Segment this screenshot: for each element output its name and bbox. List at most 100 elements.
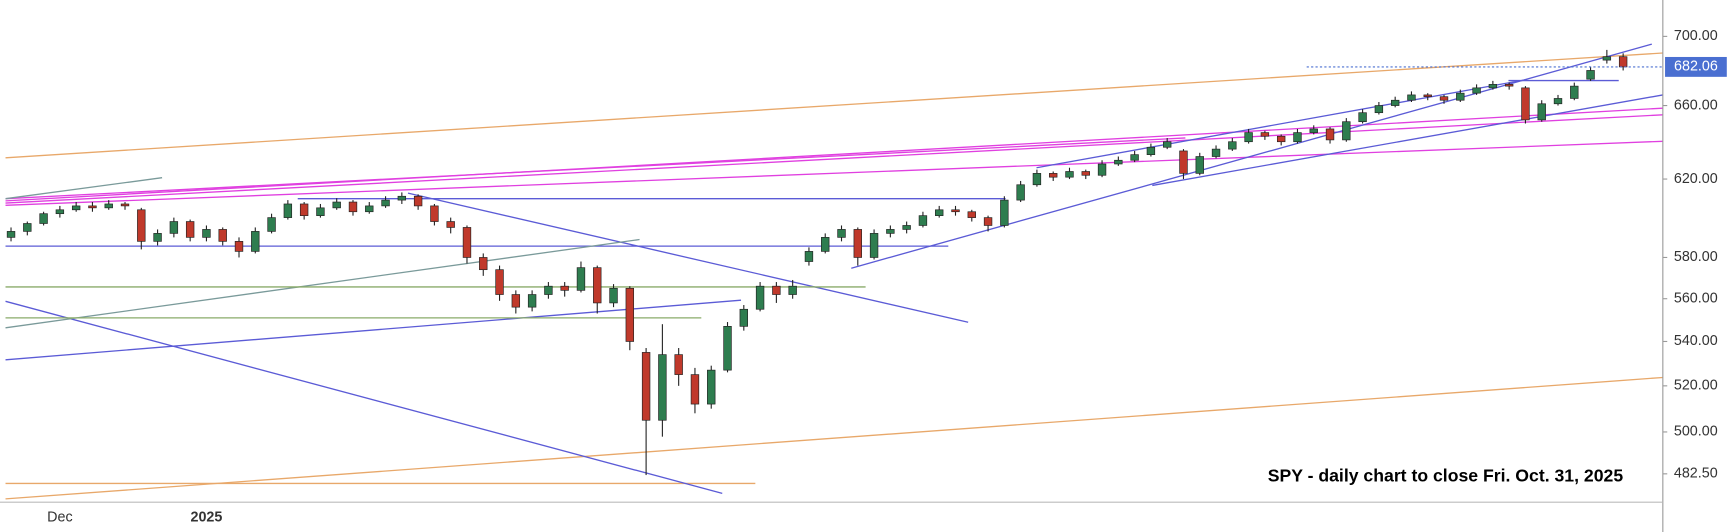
- candle-body: [479, 257, 488, 271]
- trend-line: [5, 52, 1663, 159]
- candle-body: [1602, 56, 1612, 61]
- candle-body: [316, 207, 325, 216]
- candle-body: [1163, 141, 1172, 148]
- candle-body: [1195, 156, 1204, 174]
- candle-body: [967, 211, 976, 218]
- candle-body: [658, 354, 667, 421]
- candle-body: [495, 269, 504, 295]
- trend-line: [407, 192, 969, 323]
- candle-body: [88, 205, 97, 209]
- candle-body: [772, 285, 781, 295]
- candle-body: [267, 217, 276, 232]
- candle-body: [1504, 84, 1514, 87]
- candle-body: [641, 352, 651, 421]
- candle-body: [1211, 148, 1221, 157]
- candle-body: [6, 231, 16, 238]
- candle-body: [707, 369, 716, 405]
- candle-body: [153, 233, 162, 242]
- candle-body: [71, 205, 81, 211]
- candle-body: [169, 221, 179, 234]
- candle-body: [381, 199, 390, 207]
- x-tick-label: Dec: [47, 509, 72, 525]
- candle-body: [55, 209, 65, 215]
- candle-body: [137, 209, 146, 242]
- candle-body: [462, 227, 472, 258]
- candle-body: [23, 223, 32, 232]
- candle-body: [1553, 98, 1563, 105]
- candle-body: [804, 251, 814, 262]
- candle-body: [1456, 92, 1465, 101]
- candle-body: [1228, 141, 1237, 150]
- y-tick-label: 620.00: [1674, 171, 1718, 187]
- candle-body: [1586, 70, 1595, 80]
- trend-lines: [5, 43, 1663, 500]
- candle-body: [527, 294, 537, 308]
- candle-body: [1114, 159, 1123, 165]
- y-tick-label: 560.00: [1674, 290, 1718, 306]
- candle-body: [1260, 132, 1270, 137]
- candle-body: [1488, 84, 1498, 89]
- candle-body: [120, 203, 130, 207]
- candle-body: [202, 229, 211, 238]
- candle-body: [788, 285, 797, 295]
- candle-body: [1374, 105, 1384, 114]
- candle-body: [218, 229, 227, 242]
- x-tick-label: 2025: [191, 509, 223, 525]
- candle-body: [576, 267, 586, 291]
- candle-body: [918, 215, 928, 226]
- candle-body: [1081, 171, 1090, 176]
- candle-body: [1358, 112, 1367, 123]
- candle-body: [560, 285, 569, 291]
- candle-body: [625, 287, 635, 342]
- trend-line: [5, 299, 742, 361]
- candle-body: [1000, 199, 1009, 226]
- candle-body: [853, 229, 862, 258]
- y-tick-label: 482.50: [1674, 466, 1718, 482]
- candle-body: [674, 354, 683, 375]
- y-tick-label: 660.00: [1674, 97, 1718, 113]
- trend-line: [5, 300, 723, 495]
- candle-body: [39, 213, 48, 224]
- y-tick-label: 540.00: [1674, 333, 1718, 349]
- y-tick-label: 520.00: [1674, 378, 1718, 394]
- candle-body: [1439, 96, 1449, 101]
- candle-body: [413, 195, 423, 207]
- candle-body: [1570, 85, 1579, 99]
- candle-body: [251, 231, 260, 252]
- candle-body: [397, 195, 407, 201]
- candle-body: [234, 241, 244, 252]
- y-tick-label: 500.00: [1674, 424, 1718, 440]
- trend-line: [5, 376, 1663, 500]
- candle-body: [1342, 121, 1351, 141]
- y-tick-label: 580.00: [1674, 249, 1718, 265]
- candle-body: [1325, 128, 1335, 141]
- candle-body: [430, 205, 439, 222]
- candle-body: [739, 308, 748, 327]
- last-price-tag: [1665, 56, 1727, 77]
- candle-body: [1407, 94, 1416, 101]
- trend-line: [5, 114, 1663, 204]
- candle-body: [348, 201, 358, 213]
- trend-line: [1036, 78, 1528, 169]
- candle-body: [935, 209, 944, 216]
- trend-line: [5, 107, 1663, 202]
- candle-body: [446, 221, 455, 228]
- last-price-label: 682.06: [1674, 59, 1718, 75]
- candle-body: [983, 217, 993, 226]
- y-tick-label: 700.00: [1674, 28, 1718, 44]
- candle-body: [1276, 135, 1286, 143]
- candle-body: [1521, 87, 1530, 121]
- candle-body: [1293, 132, 1302, 143]
- trend-line: [5, 238, 640, 329]
- candle-body: [951, 209, 960, 213]
- candle-body: [1146, 146, 1156, 155]
- candle-body: [1472, 87, 1481, 94]
- candle-body: [821, 237, 830, 252]
- candle-body: [1537, 103, 1546, 121]
- candle-body: [1049, 173, 1058, 178]
- candle-body: [1097, 163, 1107, 176]
- candle-body: [299, 203, 309, 216]
- candle-body: [365, 205, 374, 213]
